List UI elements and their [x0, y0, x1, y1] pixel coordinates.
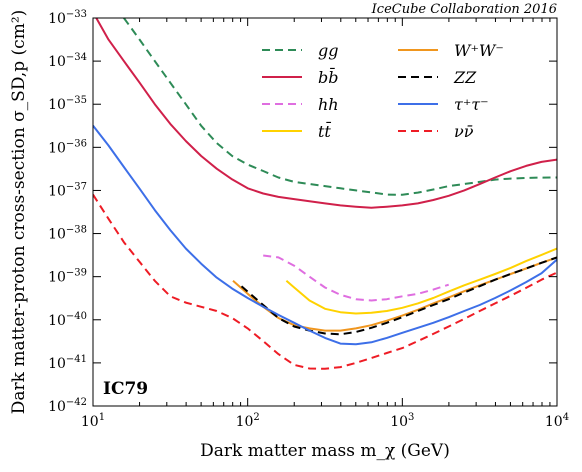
y-tick-label: 10−35 [48, 95, 87, 113]
plot-frame [92, 17, 558, 407]
x-tick-label: 104 [545, 412, 569, 430]
x-tick-label: 101 [81, 412, 105, 430]
y-tick-label: 10−41 [48, 354, 87, 372]
legend-label: hh [318, 95, 339, 114]
annotation: IceCube Collaboration 2016 [371, 2, 557, 17]
x-axis-title: Dark matter mass m_χ (GeV) [200, 441, 450, 461]
legend-label: W⁺W⁻ [454, 41, 504, 60]
y-tick-label: 10−38 [48, 225, 87, 243]
ic79-tag: IC79 [103, 379, 148, 399]
legend-label: ZZ [453, 68, 477, 87]
series-line-6 [93, 124, 557, 346]
legend-label: νν̄ [454, 122, 474, 141]
y-tick-label: 10−33 [48, 9, 87, 27]
series-line-5 [240, 256, 557, 336]
y-tick-label: 10−34 [48, 52, 87, 70]
y-tick-label: 10−40 [48, 311, 87, 329]
series-line-1 [95, 18, 557, 209]
y-tick-label: 10−42 [48, 397, 87, 415]
ticks-layer: 101 102 103 104 10−42 10−41 10−40 10−39 10−38 10−… [48, 9, 569, 430]
x-tick-label: 103 [390, 412, 414, 430]
legend-label: τ⁺τ⁻ [454, 95, 489, 114]
y-axis-title: Dark matter-proton cross-section σ_SD,p … [9, 10, 29, 415]
x-tick-label: 102 [236, 412, 260, 430]
legend-label: gg [318, 41, 338, 60]
series-layer [93, 18, 557, 370]
y-tick-label: 10−39 [48, 268, 87, 286]
y-tick-label: 10−37 [48, 181, 87, 199]
legend-label: tt̄ [318, 120, 331, 141]
series-line-3 [285, 247, 557, 315]
legend-layer: gg bb̄ hh tt̄ W⁺W⁻ ZZ τ⁺τ⁻ νν̄ [262, 41, 504, 141]
legend-label: bb̄ [318, 66, 338, 87]
series-line-7 [93, 194, 557, 370]
series-line-2 [263, 254, 450, 302]
y-tick-label: 10−36 [48, 138, 87, 156]
